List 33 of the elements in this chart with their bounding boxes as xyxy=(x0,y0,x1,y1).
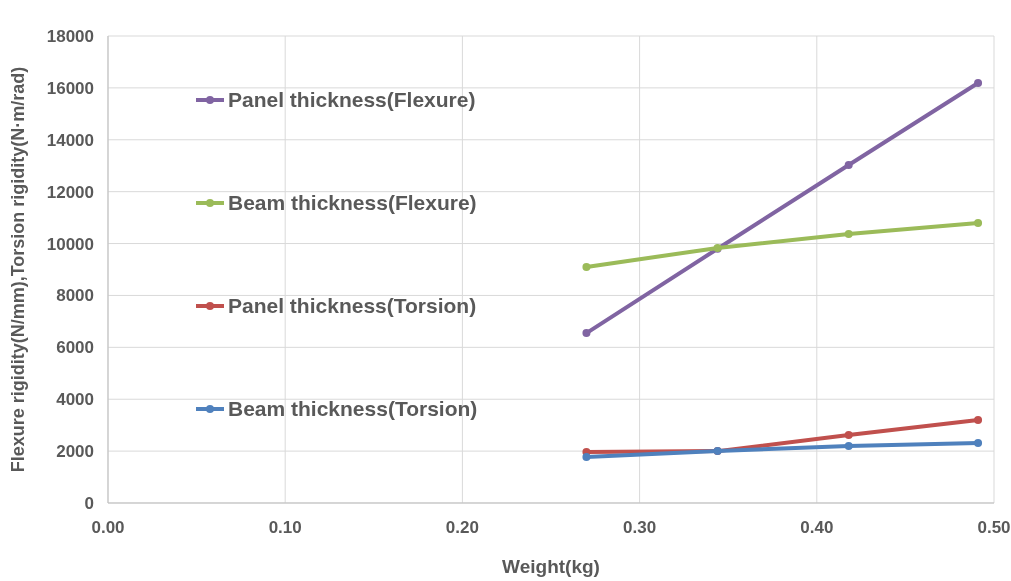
point xyxy=(974,219,983,228)
y-tick-label: 16000 xyxy=(46,78,94,98)
y-tick-label: 8000 xyxy=(56,286,94,306)
y-tick-label: 0 xyxy=(84,493,94,513)
point xyxy=(844,441,853,450)
x-tick-label: 0.00 xyxy=(91,518,125,537)
y-tick-label: 18000 xyxy=(46,26,94,46)
legend-label: Beam thickness(Torsion) xyxy=(228,397,478,421)
y-tick-label: 4000 xyxy=(56,390,94,410)
y-tick-label: 14000 xyxy=(46,130,94,150)
y-axis-title: Flexure rigidity(N/mm),Torsion rigidity(N·m/rad) xyxy=(8,66,28,473)
point xyxy=(582,329,591,338)
point xyxy=(974,439,983,448)
y-tick-label: 2000 xyxy=(56,442,94,462)
y-tick-label: 6000 xyxy=(56,338,94,358)
y-tick-label: 12000 xyxy=(46,182,94,202)
legend-label: Panel thickness(Flexure) xyxy=(228,88,476,112)
legend-label: Beam thickness(Flexure) xyxy=(228,191,477,215)
x-tick-label: 0.50 xyxy=(977,518,1011,537)
point xyxy=(844,229,853,238)
y-tick-label: 10000 xyxy=(46,234,94,254)
point xyxy=(582,262,591,271)
x-tick-label: 0.30 xyxy=(623,518,657,537)
point xyxy=(844,431,853,440)
point xyxy=(582,453,591,462)
point xyxy=(974,78,983,87)
x-tick-label: 0.20 xyxy=(445,518,479,537)
x-tick-label: 0.10 xyxy=(268,518,302,537)
legend-label: Panel thickness(Torsion) xyxy=(228,294,477,318)
point xyxy=(844,160,853,169)
point xyxy=(974,415,983,424)
x-tick-label: 0.40 xyxy=(800,518,834,537)
x-axis-title: Weight(kg) xyxy=(502,556,600,577)
